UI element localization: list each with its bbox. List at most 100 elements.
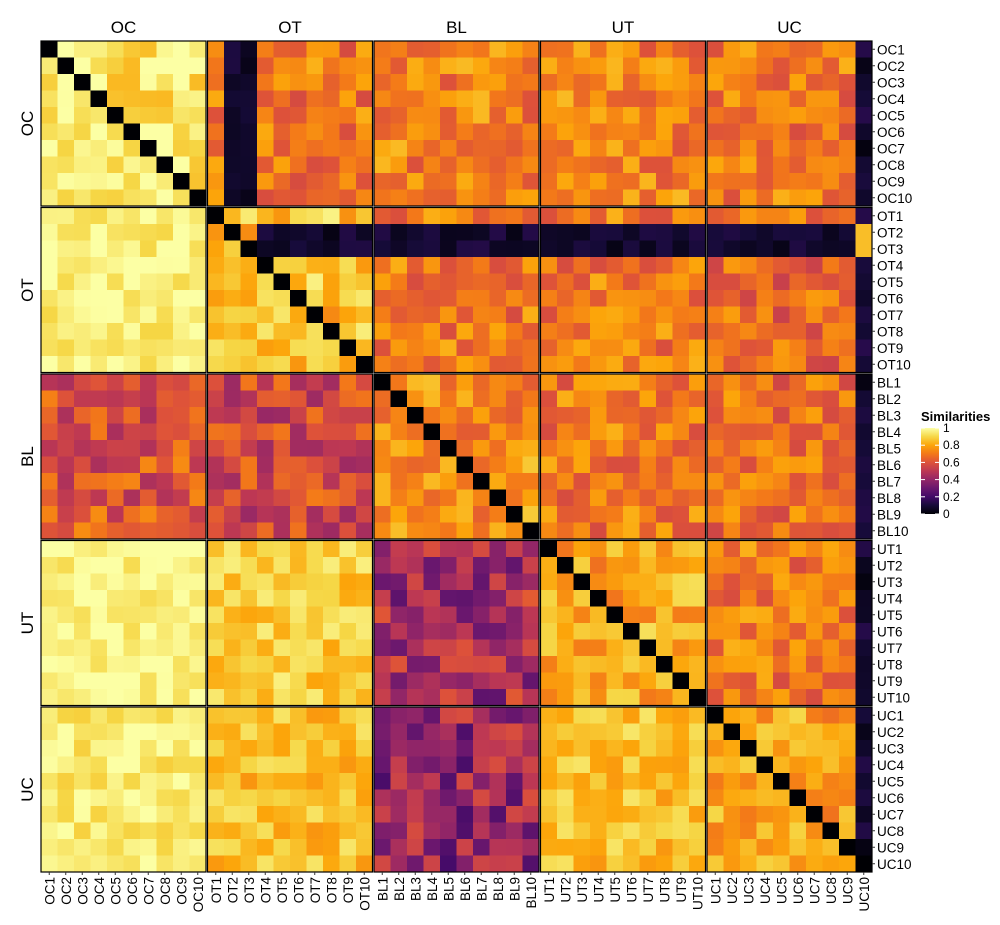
x-tick-label: BL6 bbox=[458, 877, 473, 901]
heatmap-cell-BL2-OC5 bbox=[107, 390, 124, 408]
y-tick-label: UC8 bbox=[877, 824, 904, 839]
heatmap-cell-OT7-BL1 bbox=[374, 306, 391, 324]
heatmap-cell-BL8-BL8 bbox=[489, 489, 507, 507]
heatmap-cell-BL3-OC10 bbox=[189, 407, 207, 424]
heatmap-cell-BL1-UT6 bbox=[623, 374, 640, 391]
heatmap-cell-OT8-UC6 bbox=[789, 323, 807, 340]
heatmap-cell-OC10-UC3 bbox=[740, 189, 757, 207]
heatmap-cell-OC9-OT8 bbox=[323, 173, 340, 190]
heatmap-cell-BL3-BL9 bbox=[506, 407, 523, 424]
heatmap-cell-UT10-BL9 bbox=[506, 689, 523, 706]
heatmap-cell-OC9-OT7 bbox=[306, 173, 324, 190]
heatmap-cell-UC1-BL5 bbox=[440, 707, 457, 724]
heatmap-cell-UT2-UC7 bbox=[806, 557, 823, 574]
heatmap-cell-OT4-OC6 bbox=[123, 257, 141, 274]
heatmap-cell-BL1-OC2 bbox=[57, 374, 75, 391]
heatmap-cell-BL9-OT2 bbox=[224, 506, 241, 523]
heatmap-cell-OT5-UT3 bbox=[573, 273, 591, 291]
heatmap-cell-UC8-OT6 bbox=[290, 822, 307, 840]
heatmap-cell-UC7-OT10 bbox=[356, 806, 373, 823]
heatmap-cell-OC9-BL2 bbox=[390, 173, 408, 190]
heatmap-cell-OT5-UC4 bbox=[756, 273, 774, 291]
heatmap-cell-UC9-OT3 bbox=[240, 839, 258, 856]
heatmap-cell-OC2-UT7 bbox=[639, 57, 657, 75]
heatmap-cell-UT5-OC2 bbox=[57, 606, 75, 624]
heatmap-cell-UC6-UC10 bbox=[855, 789, 873, 807]
heatmap-cell-OC5-BL10 bbox=[522, 107, 540, 124]
heatmap-cell-OT6-OT10 bbox=[356, 290, 373, 307]
heatmap-cell-UT2-BL9 bbox=[506, 557, 523, 574]
heatmap-cell-OC5-UC4 bbox=[756, 107, 774, 124]
heatmap-cell-OT6-UC8 bbox=[822, 290, 840, 307]
heatmap-cell-OT1-OC5 bbox=[107, 207, 124, 225]
heatmap-cell-BL7-BL10 bbox=[522, 473, 540, 490]
heatmap-cell-UT6-UT7 bbox=[639, 623, 657, 640]
heatmap-cell-OT6-UT2 bbox=[557, 290, 574, 307]
heatmap-cell-OT1-OC8 bbox=[156, 207, 174, 225]
heatmap-cell-OC8-UT10 bbox=[689, 156, 706, 174]
heatmap-cell-OT2-BL3 bbox=[407, 224, 424, 241]
heatmap-cell-UT7-OC9 bbox=[173, 639, 190, 657]
heatmap-cell-BL9-OT3 bbox=[240, 506, 258, 523]
heatmap-cell-OT8-UT7 bbox=[639, 323, 657, 340]
heatmap-cell-OT2-OT9 bbox=[339, 224, 357, 241]
heatmap-cell-OT1-OT8 bbox=[323, 207, 340, 225]
heatmap-cell-UC4-UT3 bbox=[573, 756, 591, 774]
heatmap-cell-UT8-UT6 bbox=[623, 656, 640, 673]
heatmap-cell-UT5-UC1 bbox=[707, 606, 724, 624]
heatmap-cell-BL7-UT8 bbox=[656, 473, 673, 490]
heatmap-cell-UT8-OT2 bbox=[224, 656, 241, 673]
heatmap-cell-UT10-UT2 bbox=[557, 689, 574, 706]
heatmap-cell-UT2-UT6 bbox=[623, 557, 640, 574]
heatmap-cell-OC6-OC8 bbox=[156, 123, 174, 141]
heatmap-cell-OT1-UT3 bbox=[573, 207, 591, 225]
heatmap-cell-UC9-UC6 bbox=[789, 839, 807, 856]
heatmap-cell-BL8-OT10 bbox=[356, 489, 373, 507]
heatmap-cell-UC9-OC10 bbox=[189, 839, 207, 856]
heatmap-cell-BL9-UC2 bbox=[723, 506, 741, 523]
heatmap-cell-BL2-OT10 bbox=[356, 390, 373, 408]
heatmap-cell-BL5-UC6 bbox=[789, 440, 807, 457]
heatmap-cell-UC6-UC6 bbox=[789, 789, 807, 807]
heatmap-cell-OC9-UC6 bbox=[789, 173, 807, 190]
heatmap-cell-UT9-OT3 bbox=[240, 672, 258, 690]
heatmap-cell-UT1-UT5 bbox=[606, 540, 624, 558]
heatmap-cell-OC6-UC9 bbox=[839, 123, 856, 141]
heatmap-cell-UT7-UT4 bbox=[590, 639, 607, 657]
heatmap-cell-BL3-BL3 bbox=[407, 407, 424, 424]
heatmap-cell-UC7-OC7 bbox=[140, 806, 157, 823]
heatmap-cell-UT3-UT8 bbox=[656, 573, 673, 591]
heatmap-cell-OC3-UT3 bbox=[573, 74, 591, 91]
heatmap-cell-OT6-BL5 bbox=[440, 290, 457, 307]
heatmap-cell-BL4-OT4 bbox=[257, 423, 274, 441]
heatmap-cell-OT1-BL1 bbox=[374, 207, 391, 225]
heatmap-cell-UT10-UC5 bbox=[773, 689, 790, 706]
heatmap-cell-OT7-UC5 bbox=[773, 306, 790, 324]
heatmap-cell-UC1-UC6 bbox=[789, 707, 807, 724]
heatmap-cell-UT2-OC8 bbox=[156, 557, 174, 574]
heatmap-cell-BL1-OT7 bbox=[306, 374, 324, 391]
heatmap-cell-OC8-OT1 bbox=[207, 156, 225, 174]
heatmap-cell-OT1-OC1 bbox=[41, 207, 58, 225]
heatmap-cell-UT9-UT8 bbox=[656, 672, 673, 690]
heatmap-cell-OT2-UT6 bbox=[623, 224, 640, 241]
heatmap-cell-OC1-OC9 bbox=[173, 41, 190, 58]
heatmap-cell-UC6-BL5 bbox=[440, 789, 457, 807]
heatmap-cell-UC6-UT7 bbox=[639, 789, 657, 807]
heatmap-cell-OC7-OC8 bbox=[156, 140, 174, 157]
row-strip-label: OC bbox=[18, 111, 37, 137]
heatmap-cell-OT5-OC10 bbox=[189, 273, 207, 291]
heatmap-cell-UC10-BL1 bbox=[374, 855, 391, 873]
legend-tick-label: 1 bbox=[943, 421, 950, 435]
y-tick-label: BL10 bbox=[877, 524, 909, 539]
heatmap-cell-BL8-UT2 bbox=[557, 489, 574, 507]
heatmap-cell-OT8-OC9 bbox=[173, 323, 190, 340]
heatmap-cell-OC4-UT2 bbox=[557, 90, 574, 108]
heatmap-cell-OC3-OT10 bbox=[356, 74, 373, 91]
heatmap-cell-UC1-OC6 bbox=[123, 707, 141, 724]
heatmap-cell-UC3-UT4 bbox=[590, 740, 607, 757]
heatmap-cell-OC2-OT2 bbox=[224, 57, 241, 75]
heatmap-cell-OC1-OT6 bbox=[290, 41, 307, 58]
heatmap-cell-BL5-UC7 bbox=[806, 440, 823, 457]
heatmap-cell-UC9-UT6 bbox=[623, 839, 640, 856]
